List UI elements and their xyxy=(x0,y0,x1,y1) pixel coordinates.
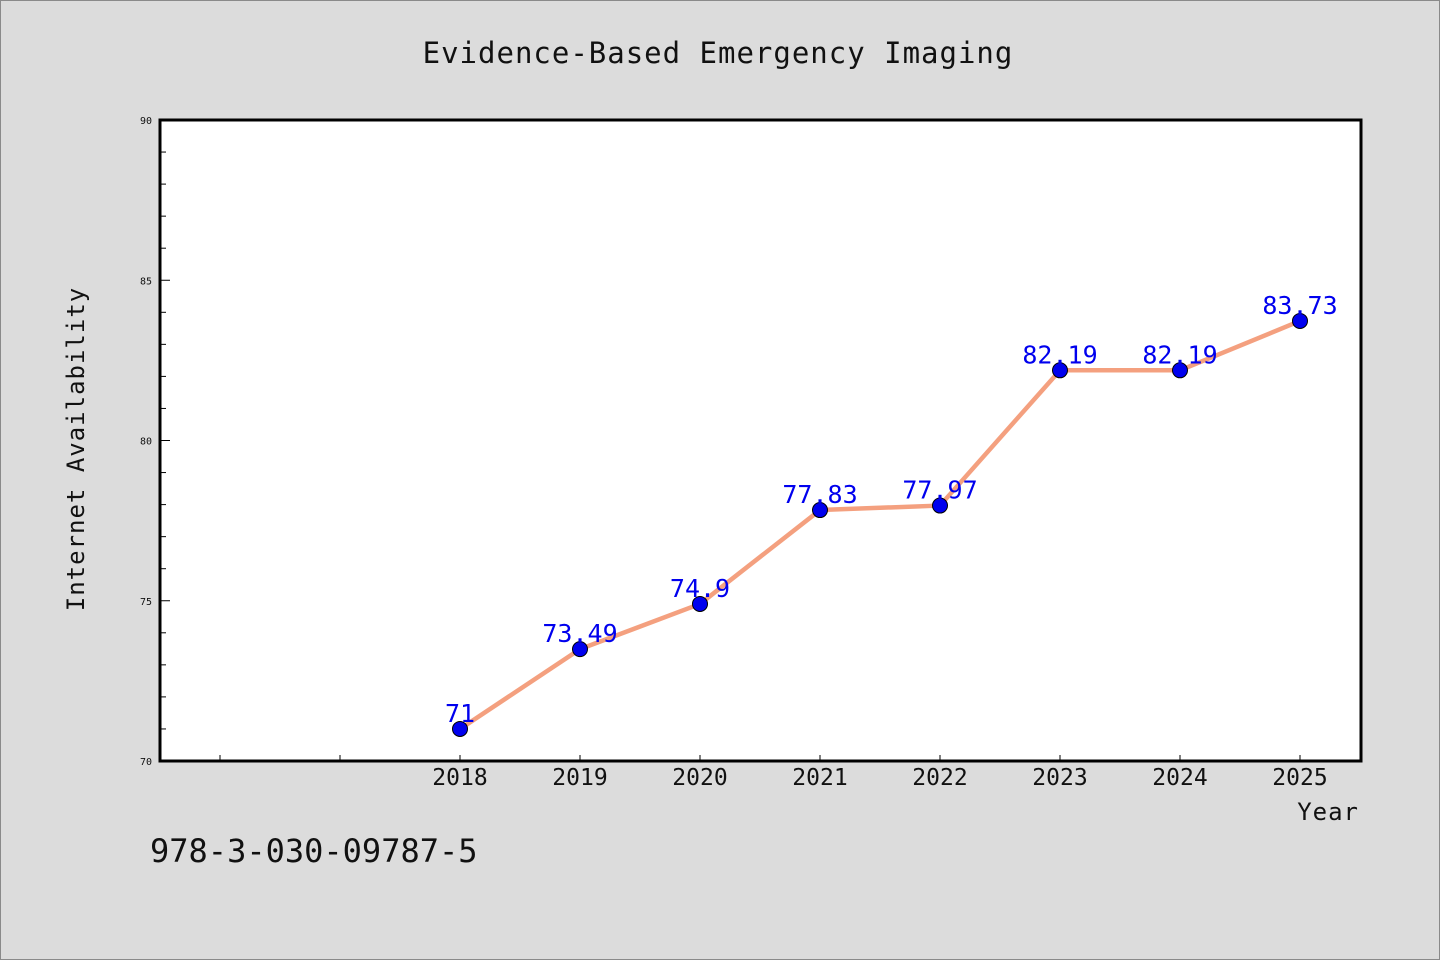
x-tick-label: 2020 xyxy=(672,765,727,791)
y-axis: 70 75 80 85 90 xyxy=(140,116,170,768)
plot-area xyxy=(158,118,1363,763)
data-label: 73.49 xyxy=(542,619,617,648)
chart-title: Evidence-Based Emergency Imaging xyxy=(423,36,1014,70)
x-tick-label: 2019 xyxy=(552,765,607,791)
x-tick-label: 2022 xyxy=(912,765,967,791)
series-line xyxy=(458,318,1301,731)
x-tick-label: 2024 xyxy=(1152,765,1207,791)
y-axis-label: Internet Availability xyxy=(62,287,90,611)
data-point xyxy=(452,720,468,737)
data-point xyxy=(1052,362,1068,379)
y-tick-label: 70 xyxy=(140,757,152,768)
y-tick-label: 80 xyxy=(140,437,152,448)
data-label: 77.97 xyxy=(902,476,977,505)
isbn-text: 978-3-030-09787-5 xyxy=(150,832,478,870)
y-tick-label: 90 xyxy=(140,116,152,127)
x-tick-label: 2023 xyxy=(1032,765,1087,791)
data-label: 82.19 xyxy=(1142,340,1217,369)
data-point xyxy=(1172,362,1188,379)
x-tick-label: 2025 xyxy=(1272,765,1327,791)
y-tick-label: 85 xyxy=(140,276,152,287)
data-point xyxy=(932,497,948,514)
data-label: 71 xyxy=(445,699,475,728)
data-point xyxy=(1292,312,1308,329)
data-label: 83.73 xyxy=(1262,291,1337,320)
x-tick-label: 2021 xyxy=(792,765,847,791)
data-point xyxy=(812,502,828,519)
series-group: 71 73.49 74.9 77.83 77.97 82.19 82.19 83.73 xyxy=(445,291,1338,737)
data-label: 74.9 xyxy=(670,574,730,603)
x-axis-label: Year xyxy=(1297,798,1359,826)
data-point xyxy=(572,641,588,658)
y-tick-label: 75 xyxy=(140,597,152,608)
data-point xyxy=(692,595,708,612)
x-axis: 2018 2019 2020 2021 2022 2023 2024 2025 xyxy=(219,755,1328,791)
x-tick-label: 2018 xyxy=(432,765,487,791)
data-label: 82.19 xyxy=(1022,340,1097,369)
data-label: 77.83 xyxy=(782,480,857,509)
